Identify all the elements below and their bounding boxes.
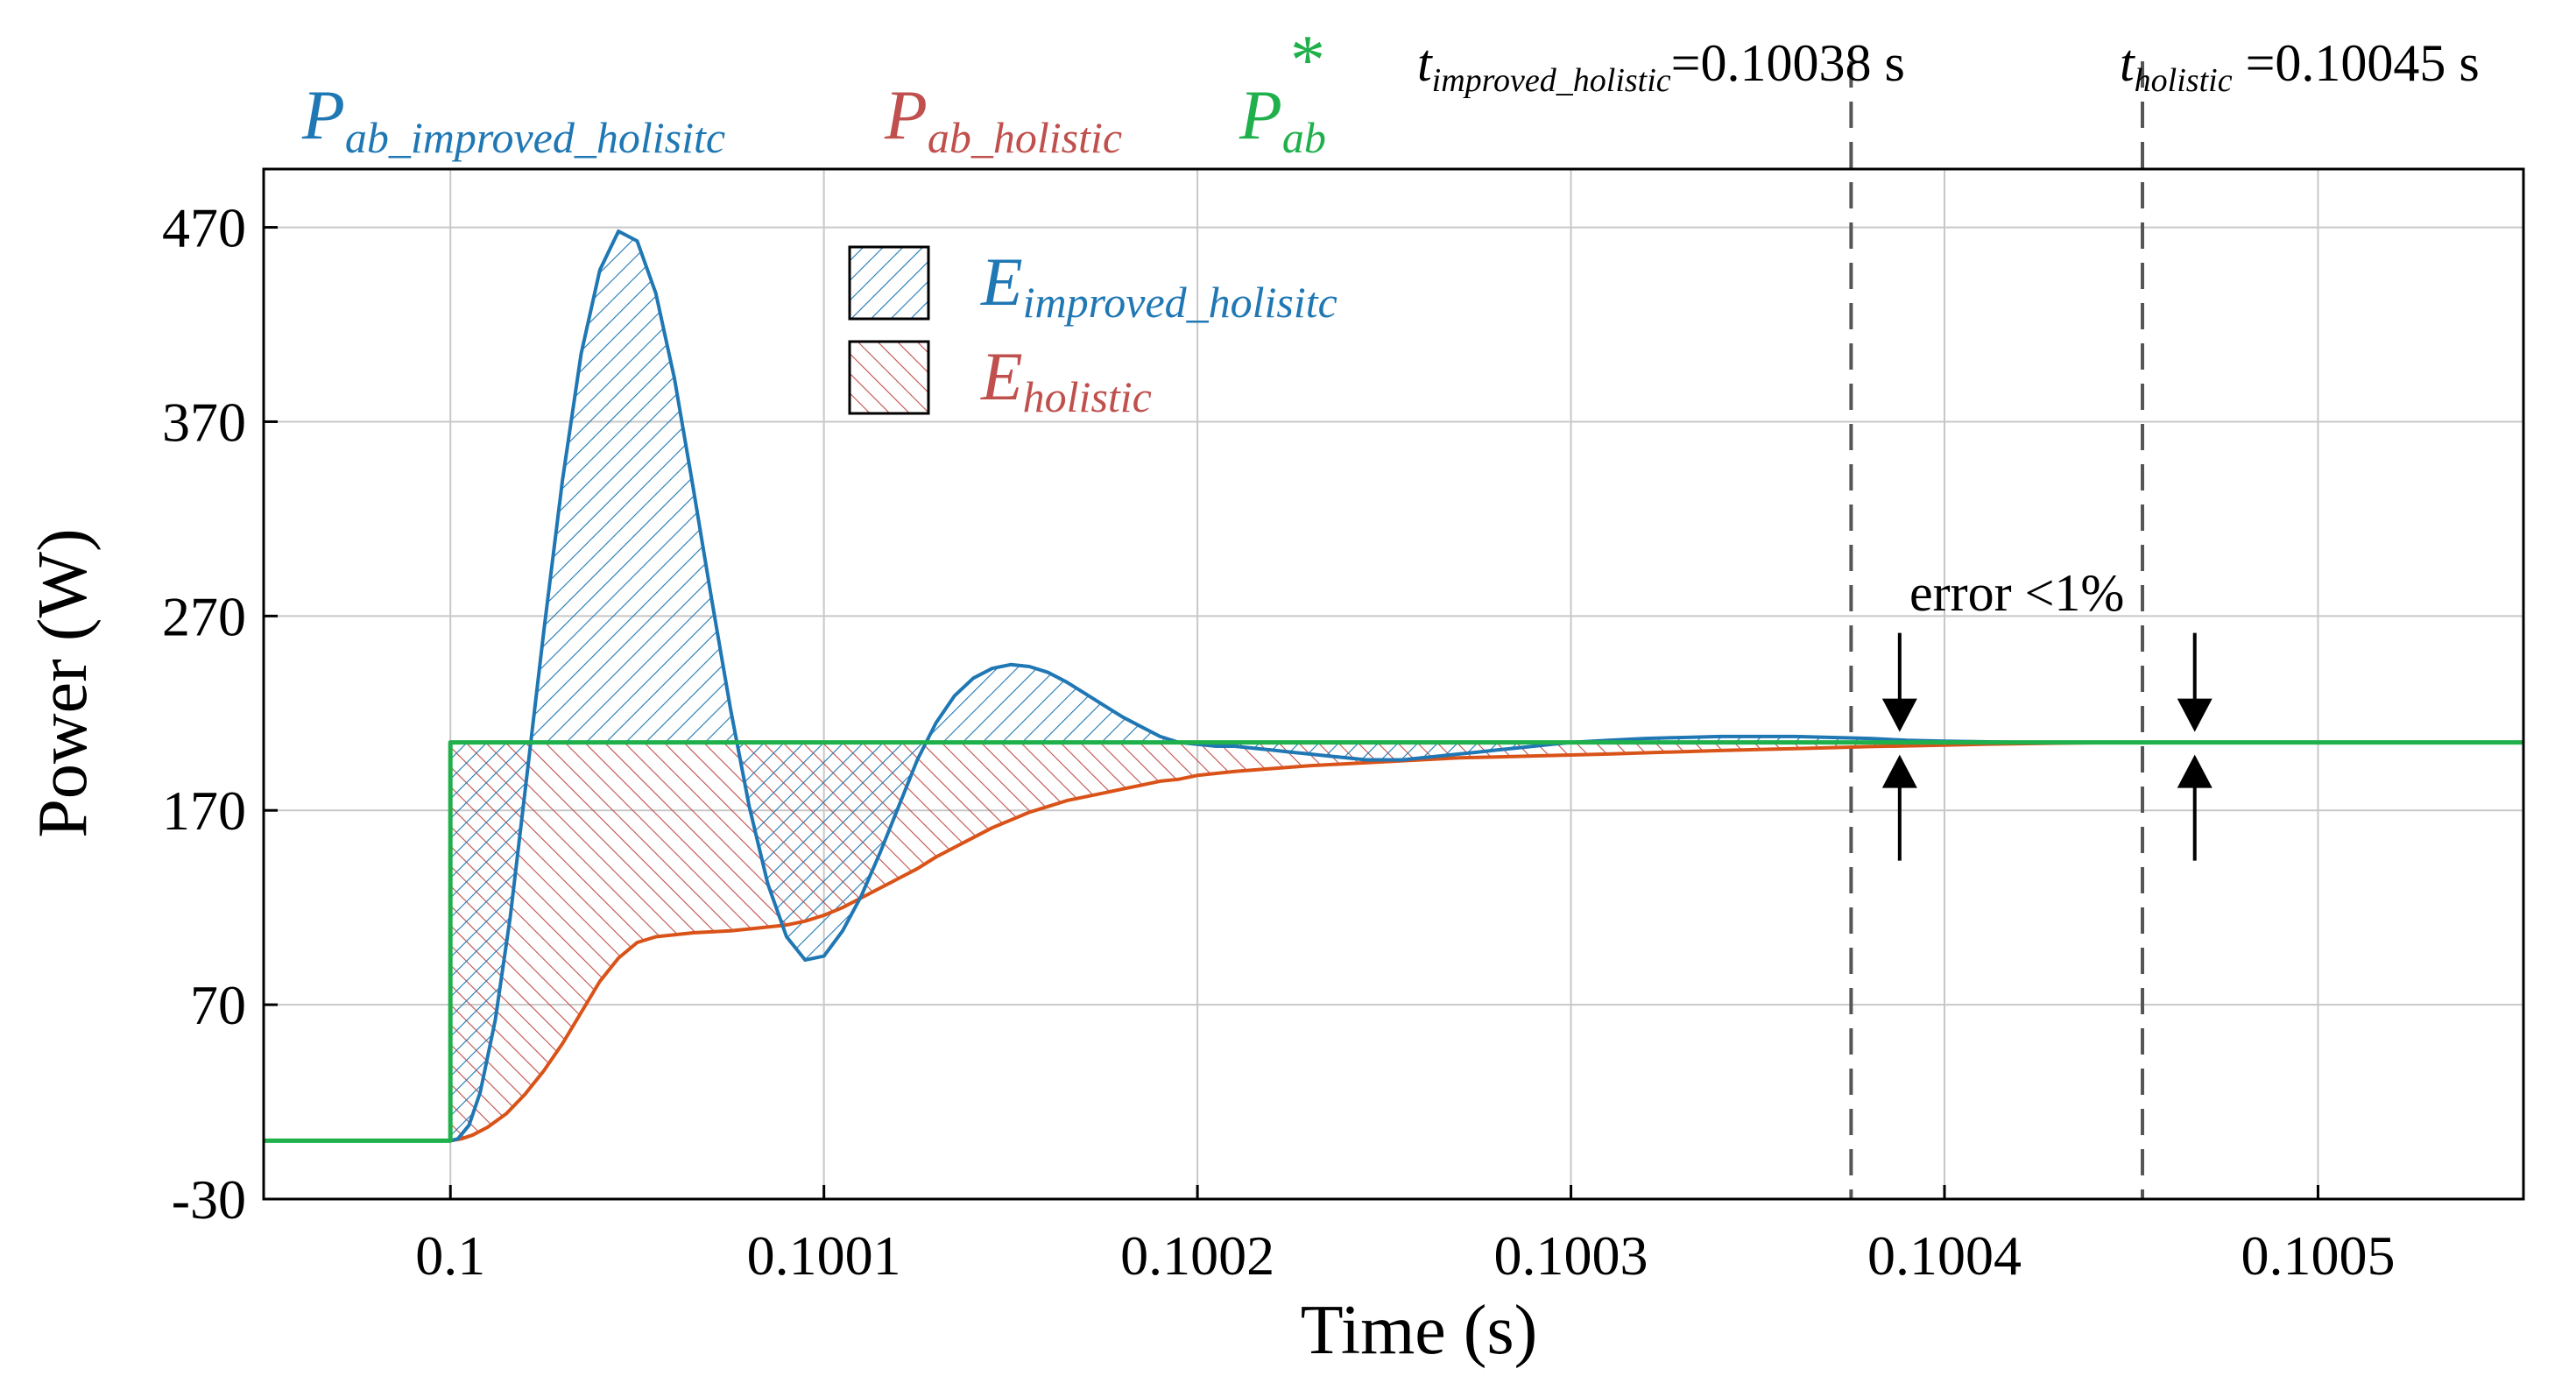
legend-entry-subscript: holistic <box>1023 372 1152 421</box>
legend-swatch-improved <box>848 245 930 321</box>
reference-lines <box>1849 61 2145 1199</box>
x-tick-label: 0.1002 <box>1120 1224 1274 1287</box>
fill-regions <box>450 231 2523 1141</box>
y-tick-label: 70 <box>190 974 246 1036</box>
settling-time-subscript: improved_holistic <box>1432 62 1671 99</box>
y-axis-title: Power (W) <box>25 528 102 837</box>
x-axis-title: Time (s) <box>1301 1292 1537 1369</box>
y-tick-label: -30 <box>172 1168 246 1231</box>
series-lines <box>264 229 2523 1143</box>
legend-label-base: P <box>301 77 345 154</box>
legend-entry-base: E <box>980 243 1023 320</box>
legend-label-subscript: ab_improved_holisitc <box>345 113 725 162</box>
y-tick-label: 170 <box>162 780 246 842</box>
legend-label-subscript: ab_holistic <box>928 113 1122 162</box>
legend-label-subscript: ab <box>1282 113 1326 162</box>
x-tick-label: 0.1004 <box>1867 1224 2022 1287</box>
legend-label: Pab <box>1239 77 1326 162</box>
legend-label: Pab_holistic <box>884 77 1122 162</box>
legend-entry-base: E <box>980 338 1023 414</box>
y-tick-label: 370 <box>162 391 246 453</box>
arrow-up-head <box>2177 754 2213 788</box>
settling-time-value: =0.10038 s <box>1671 34 1905 92</box>
arrow-down-head <box>1881 698 1917 732</box>
energy-holistic-region <box>450 742 2523 1141</box>
y-tick-label: 270 <box>162 585 246 647</box>
legend-label-superscript: * <box>1290 22 1325 99</box>
settling-time-base: t <box>2120 34 2135 92</box>
legend-label-base: P <box>1239 77 1282 154</box>
legend-entry-subscript: improved_holisitc <box>1023 278 1337 327</box>
series-line-improved-holistic <box>264 229 2523 1143</box>
legend-label-base: P <box>884 77 928 154</box>
arrow-down-head <box>2177 698 2213 732</box>
y-tick-label: 470 <box>162 197 246 259</box>
x-tick-label: 0.1001 <box>747 1224 901 1287</box>
legend-swatch-holistic <box>848 340 930 415</box>
legend-entry: Eimproved_holisitc <box>980 243 1337 327</box>
legend-label: Pab_improved_holisitc <box>301 77 725 162</box>
series-line-holistic <box>264 740 2523 1143</box>
series-line-reference <box>264 740 2523 1143</box>
legend-entry: Eholistic <box>980 338 1152 421</box>
tick-labels: 0.1 0.1001 0.1002 0.1003 0.1004 0.1005 -30 70 17… <box>162 197 2395 1287</box>
annotations: timproved_holistic=0.10038 s tholistic =0… <box>1417 34 2480 861</box>
arrow-up-head <box>1881 754 1917 788</box>
settling-time-value: =0.10045 s <box>2233 34 2480 92</box>
settling-time-base: t <box>1417 34 1433 92</box>
settling-time-subscript: holistic <box>2135 62 2233 99</box>
settling-time-label: timproved_holistic=0.10038 s <box>1417 34 1905 99</box>
settling-time-label: tholistic =0.10045 s <box>2120 34 2480 99</box>
x-tick-label: 0.1003 <box>1494 1224 1648 1287</box>
x-tick-label: 0.1005 <box>2241 1224 2395 1287</box>
x-tick-label: 0.1 <box>415 1224 485 1287</box>
top-legend: Pab_improved_holisitc Pab_holistic Pab* <box>301 22 1326 162</box>
plot-frame <box>262 167 2525 1201</box>
error-annotation: error <1% <box>1909 564 2124 622</box>
energy-improved-region <box>450 231 2523 1141</box>
